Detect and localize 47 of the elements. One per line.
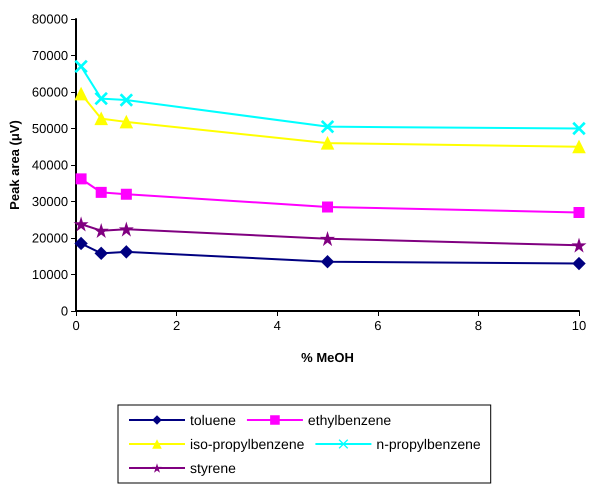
y-tick-label: 80000 [32, 12, 68, 26]
point [94, 246, 108, 260]
y-tick-label: 50000 [32, 121, 68, 136]
x-tick-label: 10 [572, 318, 586, 333]
point [321, 136, 334, 150]
x-tick-label: 2 [173, 318, 180, 333]
point [76, 173, 87, 184]
point [74, 236, 88, 250]
legend-label: n-propylbenzene [376, 436, 481, 452]
point [94, 224, 108, 238]
point [572, 238, 586, 252]
y-tick-label: 70000 [32, 48, 68, 63]
x-tick-label: 0 [72, 318, 80, 333]
x-tick-label: 6 [374, 318, 382, 333]
y-tick-label: 10000 [32, 267, 68, 282]
point [572, 140, 586, 154]
point [94, 92, 108, 106]
point [120, 115, 133, 128]
point [74, 87, 88, 100]
x-tick-label: 4 [274, 318, 281, 333]
point [120, 94, 133, 107]
y-tick-label: 20000 [32, 230, 68, 246]
y-tick-label: 0 [60, 304, 68, 318]
point [321, 120, 334, 134]
legend-label: ethylbenzene [308, 412, 392, 428]
legend-label: iso-propylbenzene [190, 436, 305, 452]
point [120, 188, 132, 200]
legend-label: styrene [190, 460, 236, 476]
y-axis-title: Peak area (μV) [7, 120, 22, 210]
x-axis-title: % MeOH [301, 350, 354, 365]
legend-label: toluene [190, 412, 236, 428]
point [574, 206, 584, 218]
point [572, 257, 586, 270]
point [572, 122, 586, 135]
y-tick-label: 30000 [32, 194, 68, 209]
x-tick-label: 8 [474, 318, 482, 333]
y-tick-label: 40000 [32, 158, 68, 172]
point [74, 218, 88, 231]
point [321, 232, 334, 246]
point [120, 222, 133, 236]
point [74, 60, 88, 73]
y-tick-label: 60000 [32, 84, 68, 100]
point [94, 112, 108, 126]
point [321, 255, 334, 268]
point [96, 186, 107, 198]
point [120, 245, 133, 258]
point [322, 201, 334, 212]
